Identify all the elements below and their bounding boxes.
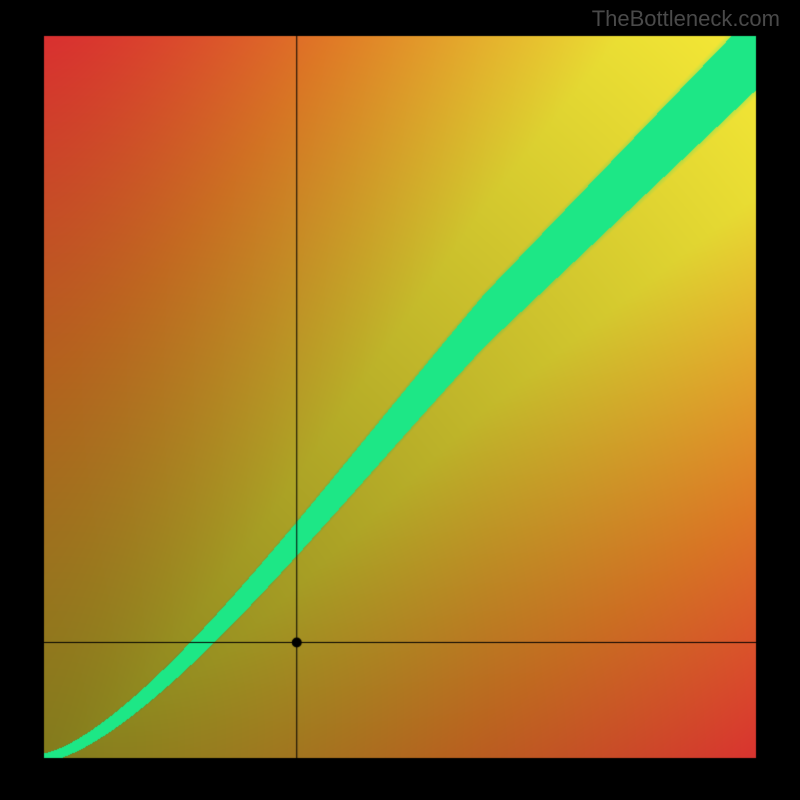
watermark-text: TheBottleneck.com: [592, 6, 780, 32]
chart-container: TheBottleneck.com: [0, 0, 800, 800]
bottleneck-heatmap: [0, 0, 800, 800]
